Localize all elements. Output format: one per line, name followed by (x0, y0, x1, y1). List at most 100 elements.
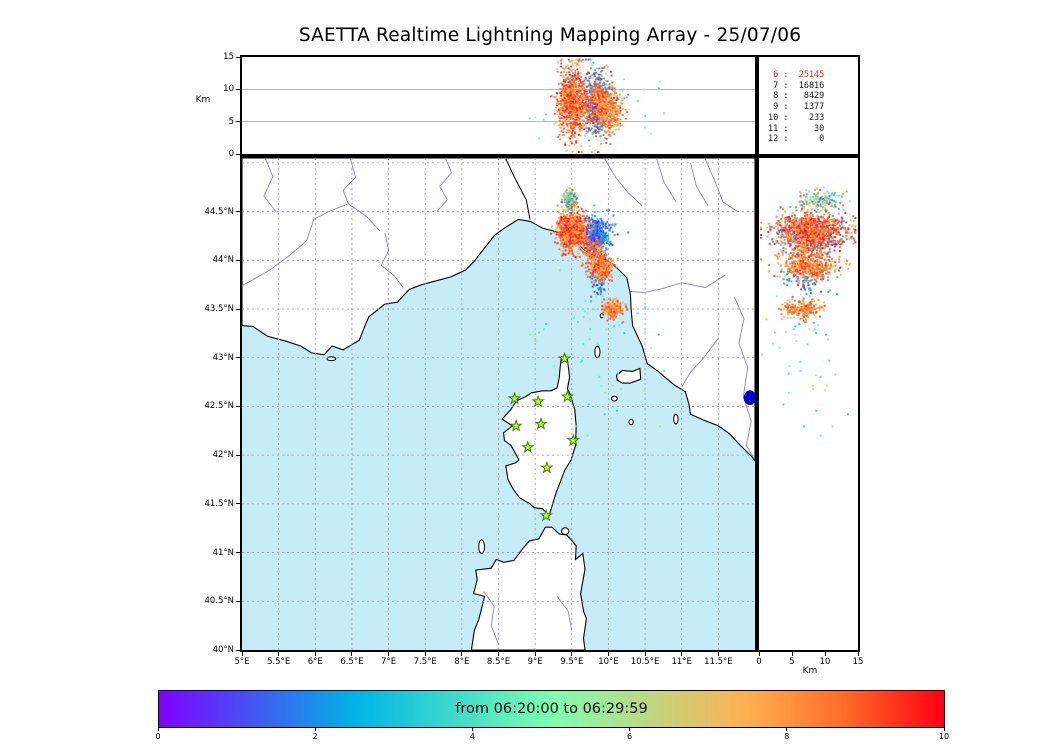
station-star (566, 433, 580, 447)
station-star (540, 460, 554, 474)
altitude-tick-mark (236, 121, 240, 123)
lon-tick-label: 7.5°E (413, 657, 437, 667)
lat-tick-mark (236, 308, 240, 310)
right-axis-tick-mark (857, 652, 859, 656)
station-star (557, 351, 572, 365)
lat-tick-label: 40.5°N (204, 596, 234, 607)
altitude-tick-mark (236, 56, 240, 58)
lon-tick-mark (351, 652, 353, 656)
lon-tick-mark (498, 652, 499, 656)
source-count-row: 8 : 8429 (768, 91, 825, 102)
altitude-longitude-panel (240, 55, 757, 156)
lat-tick-label: 43.5°N (204, 304, 234, 314)
lat-tick-mark (236, 405, 240, 407)
lat-tick-label: 40°N (212, 645, 234, 655)
colorbar-tick-label: 6 (627, 732, 633, 741)
time-colorbar: from 06:20:00 to 06:29:59 (158, 690, 945, 728)
source-count-row: 7 : 16816 (768, 80, 825, 91)
altitude-tick-label: 5 (228, 116, 234, 127)
source-count-row: 10 : 233 (768, 112, 825, 123)
lat-tick-mark (236, 454, 240, 456)
lightning-longitude-altitude-canvas (242, 57, 755, 154)
lon-tick-mark (534, 652, 536, 656)
lon-tick-label: 9°E (527, 657, 543, 667)
station-star (560, 389, 575, 403)
lat-tick-label: 41.5°N (204, 498, 234, 509)
lon-tick-label: 7°E (381, 657, 397, 667)
lon-tick-mark (278, 652, 280, 656)
right-axis-tick-label: 15 (852, 657, 864, 667)
right-axis-tick-label: 0 (756, 657, 762, 667)
lightning-map-scatter-canvas (242, 158, 755, 650)
source-count-row: 6 : 25145 (768, 70, 825, 80)
source-count-row: 12 : 0 (768, 134, 825, 145)
lightning-altitude-latitude-canvas (759, 158, 858, 650)
lat-tick-label: 43°N (212, 352, 234, 363)
figure-title: SAETTA Realtime Lightning Mapping Array … (298, 25, 802, 46)
lon-tick-label: 6.5°E (340, 657, 364, 667)
colorbar-tick-mark (157, 728, 159, 731)
station-star (509, 418, 523, 432)
colorbar-tick-mark (629, 728, 631, 731)
right-axis-tick-mark (824, 652, 826, 656)
altitude-tick-mark (236, 153, 240, 155)
lon-tick-label: 8°E (454, 657, 470, 667)
time-window-label: from 06:20:00 to 06:29:59 (455, 701, 648, 717)
lon-tick-label: 5.5°E (267, 657, 291, 667)
station-counts-panel: 6 : 25145 7 : 16816 8 : 8429 9 : 1377 10 … (757, 55, 860, 156)
lat-tick-mark (236, 503, 240, 505)
colorbar-tick-label: 2 (312, 732, 318, 741)
lon-tick-label: 5°E (234, 657, 250, 667)
lon-tick-label: 8.5°E (486, 657, 511, 667)
right-axis-tick-label: 10 (819, 657, 831, 667)
altitude-tick-label: 10 (223, 84, 234, 95)
lon-tick-mark (717, 652, 719, 656)
lon-tick-mark (681, 652, 683, 656)
right-axis-tick-mark (791, 652, 793, 656)
station-star (507, 391, 522, 405)
lon-tick-label: 6°E (307, 657, 323, 667)
altitude-tick-label: 0 (228, 149, 234, 159)
altitude-axis-label: Km (195, 95, 211, 105)
lon-tick-label: 9.5°E (560, 657, 584, 667)
lon-tick-mark (314, 652, 316, 656)
colorbar-tick-mark (471, 728, 473, 731)
map-panel (240, 156, 757, 652)
station-star (534, 416, 548, 430)
lon-tick-label: 10°E (598, 657, 619, 667)
lat-tick-mark (236, 357, 240, 359)
altitude-latitude-panel (757, 156, 860, 652)
lat-tick-mark (236, 259, 240, 261)
lon-tick-mark (388, 652, 390, 656)
colorbar-tick-label: 4 (469, 732, 475, 741)
lon-tick-mark (644, 652, 646, 656)
lon-tick-mark (607, 652, 609, 656)
colorbar-tick-label: 8 (784, 732, 790, 741)
colorbar-tick-label: 10 (938, 732, 950, 741)
colorbar-tick-mark (786, 728, 788, 731)
lat-tick-label: 44.5°N (204, 206, 234, 217)
lon-tick-label: 11°E (671, 657, 692, 667)
station-stars-layer (242, 158, 755, 650)
lat-tick-label: 42.5°N (204, 401, 234, 412)
lat-tick-mark (236, 211, 240, 213)
lon-tick-mark (241, 652, 243, 656)
lat-tick-label: 41°N (212, 547, 234, 558)
lon-tick-mark (424, 652, 426, 656)
lon-tick-mark (571, 652, 573, 656)
lat-tick-label: 42°N (212, 450, 234, 461)
station-star (539, 508, 553, 522)
station-star (521, 440, 535, 454)
lon-tick-mark (461, 652, 463, 656)
colorbar-tick-mark (943, 728, 945, 731)
lon-tick-label: 11.5°E (704, 657, 733, 667)
colorbar-tick-mark (314, 728, 316, 731)
lat-tick-mark (236, 552, 240, 554)
lat-tick-mark (236, 600, 240, 602)
right-axis-tick-mark (758, 652, 760, 656)
lon-tick-label: 10.5°E (630, 657, 660, 667)
station-star (531, 394, 545, 408)
colorbar-tick-label: 0 (155, 732, 161, 741)
lat-tick-mark (236, 649, 240, 651)
